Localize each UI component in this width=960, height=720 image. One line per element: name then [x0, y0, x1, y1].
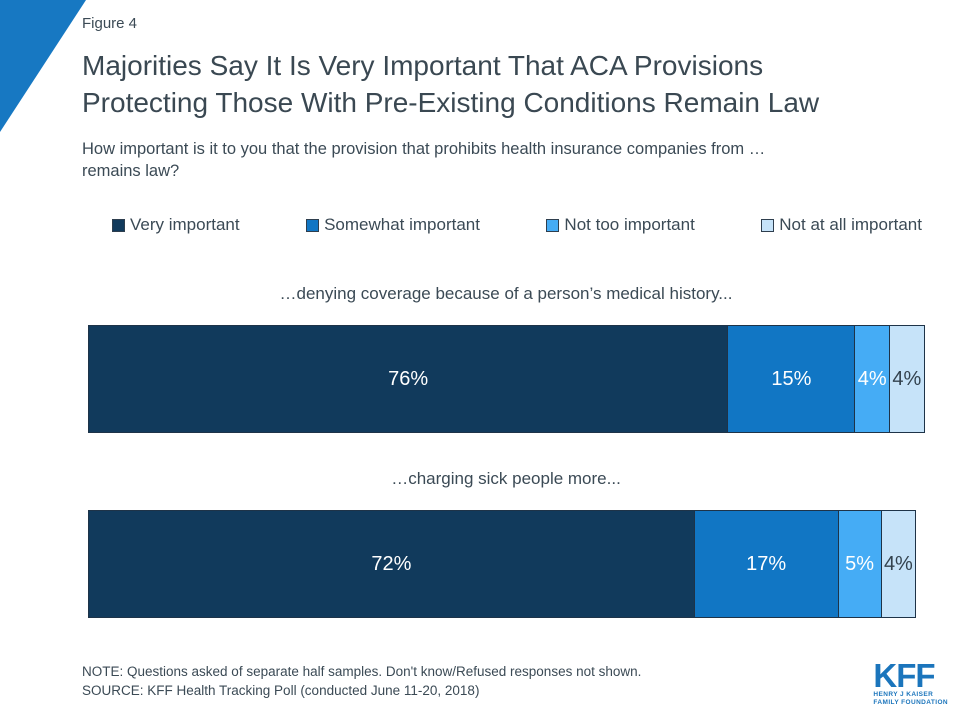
legend-item-label: Not too important — [564, 215, 695, 234]
legend: Very important Somewhat important Not too … — [112, 214, 922, 236]
figure-label: Figure 4 — [82, 15, 138, 32]
legend-swatch-icon — [112, 218, 125, 232]
bar-value-label: 76% — [388, 367, 429, 390]
kff-logo-sub-line1: HENRY J KAISER — [873, 691, 934, 698]
bar-segment-not-too-important: 5% — [837, 511, 881, 617]
bar-row: …charging sick people more... 72% 17% 5% 4% — [88, 469, 925, 618]
bar-value-label: 17% — [746, 552, 787, 575]
survey-question: How important is it to you that the prov… — [82, 138, 902, 182]
legend-item-label: Not at all important — [779, 215, 922, 234]
legend-item-label: Very important — [130, 215, 240, 234]
note-text: NOTE: Questions asked of separate half s… — [82, 664, 642, 679]
legend-item: Very important — [112, 215, 240, 235]
chart-rows: …denying coverage because of a person’s … — [88, 284, 925, 654]
bar-segment-very-important: 76% — [89, 326, 728, 432]
bar-value-label: 4% — [892, 367, 922, 390]
page-title-line1: Majorities Say It Is Very Important That… — [82, 50, 764, 81]
kff-logo: KFF HENRY J KAISER FAMILY FOUNDATION — [873, 657, 948, 707]
legend-item: Somewhat important — [306, 215, 480, 235]
survey-question-line2: remains law? — [82, 162, 180, 180]
page-title: Majorities Say It Is Very Important That… — [82, 47, 947, 121]
bar-segment-somewhat-important: 17% — [693, 511, 838, 617]
bar-row: …denying coverage because of a person’s … — [88, 284, 925, 433]
legend-item: Not too important — [546, 215, 695, 235]
legend-swatch-icon — [546, 218, 560, 232]
bar-segment-somewhat-important: 15% — [727, 326, 855, 432]
bar-category-label: …charging sick people more... — [391, 469, 621, 488]
footnotes: NOTE: Questions asked of separate half s… — [82, 662, 641, 700]
page-title-line2: Protecting Those With Pre-Existing Condi… — [82, 87, 820, 118]
kff-logo-subtext: HENRY J KAISER FAMILY FOUNDATION — [873, 691, 948, 707]
stacked-bar: 76% 15% 4% 4% — [88, 325, 925, 433]
bar-segment-very-important: 72% — [89, 511, 694, 617]
legend-swatch-icon — [761, 218, 775, 232]
legend-item-label: Somewhat important — [324, 215, 480, 234]
bar-category-label: …denying coverage because of a person’s … — [279, 284, 733, 303]
stacked-bar: 72% 17% 5% 4% — [88, 510, 917, 618]
bar-value-label: 5% — [845, 552, 875, 575]
bar-value-label: 15% — [771, 367, 812, 390]
corner-accent-triangle — [0, 0, 86, 132]
source-text: SOURCE: KFF Health Tracking Poll (conduc… — [82, 683, 480, 698]
bar-segment-not-too-important: 4% — [854, 326, 889, 432]
bar-value-label: 4% — [857, 367, 887, 390]
survey-question-line1: How important is it to you that the prov… — [82, 140, 766, 158]
legend-swatch-icon — [306, 218, 320, 232]
bar-value-label: 4% — [883, 552, 913, 575]
bar-value-label: 72% — [371, 552, 412, 575]
bar-segment-not-at-all-important: 4% — [888, 326, 924, 432]
legend-item: Not at all important — [761, 215, 922, 235]
kff-logo-text: KFF — [873, 657, 935, 694]
kff-logo-sub-line2: FAMILY FOUNDATION — [873, 699, 948, 706]
bar-segment-not-at-all-important: 4% — [880, 511, 916, 617]
